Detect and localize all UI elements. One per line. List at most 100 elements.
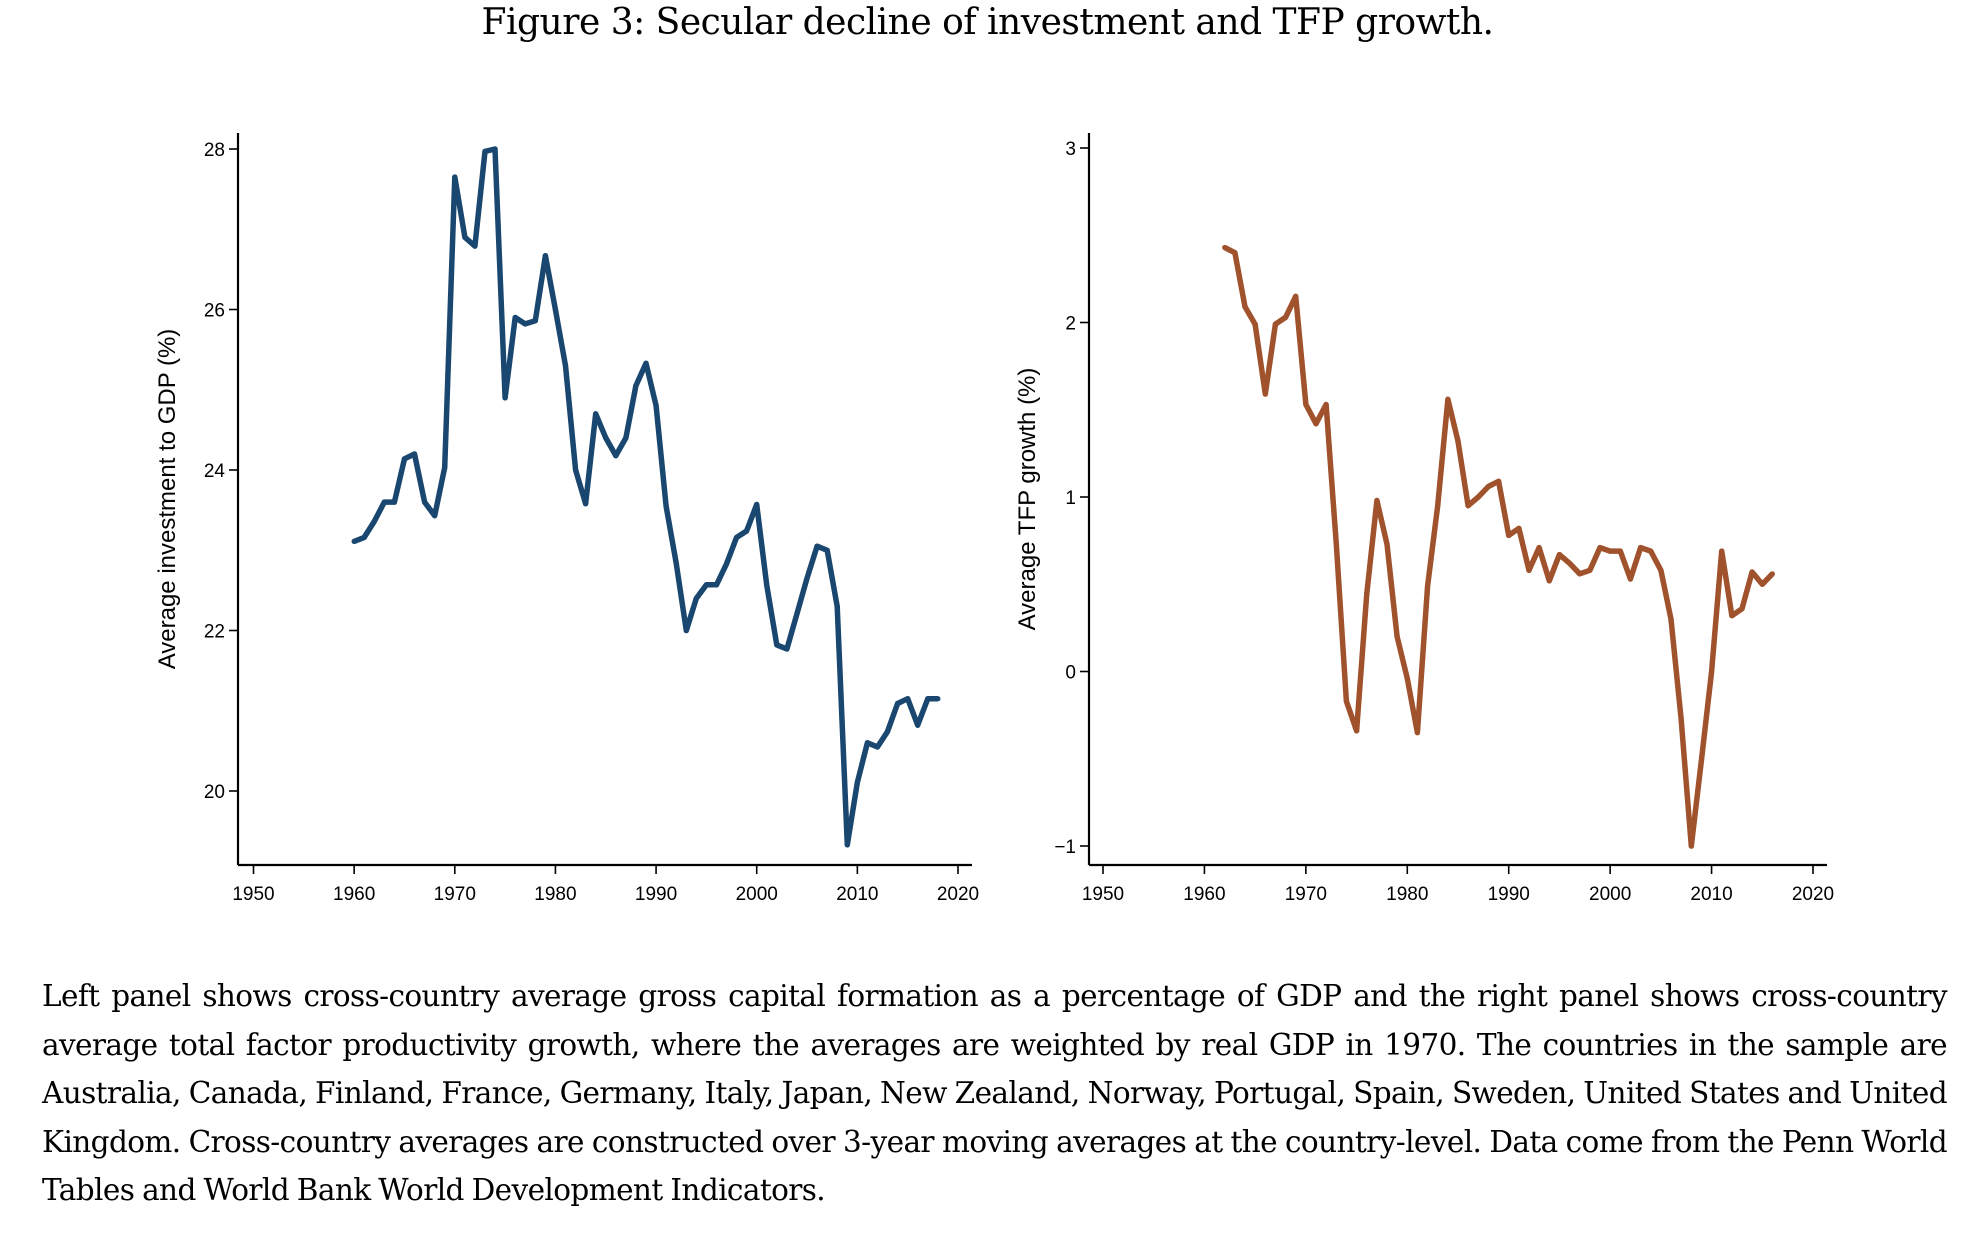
data-point-tfp (1283, 314, 1289, 320)
data-point-tfp (1222, 244, 1228, 251)
x-tick-label: 2010 (1690, 884, 1732, 905)
data-point-tfp (1252, 321, 1258, 327)
data-point-investment (573, 467, 579, 473)
data-point-investment (361, 534, 367, 541)
data-point-investment (411, 451, 418, 457)
data-point-tfp (1638, 545, 1644, 551)
data-point-investment (633, 383, 639, 389)
y-tick-label: 20 (204, 782, 225, 803)
x-tick-label: 1950 (232, 884, 274, 905)
data-point-investment (844, 842, 850, 848)
data-point-tfp (1719, 548, 1725, 554)
y-tick-label: 28 (204, 140, 225, 161)
data-point-tfp (1506, 532, 1512, 539)
data-point-tfp (1577, 571, 1583, 577)
x-tick-label: 1990 (1488, 884, 1530, 905)
data-point-investment (532, 318, 538, 324)
x-tick-label: 1970 (434, 884, 476, 905)
data-point-tfp (1546, 578, 1552, 584)
x-tick-label: 1970 (1285, 884, 1327, 905)
data-point-tfp (1607, 548, 1613, 554)
figure-charts: 1950 1960 1970 1980 1990 2000 2010 202020222426… (154, 133, 1834, 905)
data-point-tfp (1658, 567, 1664, 573)
data-point-investment (663, 503, 669, 509)
y-tick-label: 2 (1065, 314, 1076, 335)
data-point-tfp (1435, 503, 1441, 509)
data-point-investment (462, 234, 468, 240)
data-point-investment (703, 582, 710, 588)
data-point-investment (804, 575, 810, 581)
data-point-tfp (1465, 503, 1471, 509)
data-point-tfp (1232, 250, 1238, 256)
data-point-tfp (1526, 567, 1532, 573)
data-point-investment (432, 513, 438, 519)
data-point-investment (391, 499, 397, 505)
data-point-tfp (1323, 401, 1329, 408)
data-point-investment (381, 499, 387, 505)
data-point-investment (794, 611, 800, 617)
y-tick-label: 1 (1065, 488, 1076, 509)
data-point-tfp (1445, 396, 1451, 402)
data-point-investment (774, 642, 780, 648)
data-point-tfp (1597, 545, 1603, 551)
data-point-tfp (1374, 497, 1380, 504)
x-tick-label: 2000 (736, 884, 778, 905)
data-point-tfp (1688, 843, 1694, 849)
x-tick-label: 1960 (333, 884, 375, 905)
data-point-tfp (1749, 569, 1755, 575)
data-point-investment (613, 453, 619, 459)
data-point-tfp (1769, 571, 1775, 577)
data-point-tfp (1343, 698, 1349, 704)
data-point-investment (442, 465, 448, 471)
data-point-tfp (1567, 560, 1573, 566)
data-point-investment (754, 501, 760, 508)
data-point-tfp (1739, 606, 1745, 612)
data-point-tfp (1678, 716, 1684, 722)
x-tick-label: 2000 (1589, 884, 1631, 905)
data-point-investment (673, 560, 679, 566)
data-point-investment (814, 543, 820, 549)
y-tick-label: 0 (1065, 663, 1076, 684)
y-tick-label: 22 (204, 622, 225, 643)
data-point-investment (623, 435, 629, 441)
data-point-tfp (1709, 668, 1715, 675)
data-point-tfp (1648, 548, 1654, 554)
data-point-investment (905, 696, 911, 702)
data-point-investment (925, 696, 931, 702)
data-point-investment (864, 740, 871, 746)
data-point-investment (824, 547, 830, 553)
data-point-investment (784, 646, 790, 652)
x-tick-label: 1950 (1082, 884, 1124, 905)
figure-caption: Left panel shows cross-country average g… (42, 979, 1948, 1207)
data-point-investment (874, 744, 881, 750)
data-point-tfp (1425, 583, 1431, 589)
y-tick-label: 3 (1065, 139, 1076, 160)
x-tick-label: 2020 (1792, 884, 1834, 905)
x-tick-label: 1980 (534, 884, 576, 905)
data-point-investment (452, 174, 458, 180)
data-point-investment (693, 595, 699, 602)
data-point-investment (562, 363, 569, 369)
data-point-investment (522, 321, 528, 327)
y-axis-title: Average investment to GDP (%) (154, 329, 181, 670)
data-point-tfp (1364, 592, 1370, 598)
data-point-investment (351, 538, 357, 545)
data-point-tfp (1627, 576, 1633, 582)
data-point-tfp (1404, 675, 1410, 682)
left-panel-investment: 1950 1960 1970 1980 1990 2000 2010 202020222426… (154, 133, 979, 905)
series-line-investment (353, 146, 938, 848)
y-axis-title: Average TFP growth (%) (1014, 368, 1041, 631)
data-point-tfp (1759, 581, 1765, 587)
data-point-tfp (1617, 548, 1623, 554)
data-point-investment (643, 360, 649, 366)
data-point-tfp (1587, 567, 1593, 573)
data-point-tfp (1272, 321, 1278, 327)
x-tick-label: 1990 (635, 884, 677, 905)
data-point-investment (734, 534, 740, 541)
data-point-investment (713, 582, 720, 588)
right-panel-tfp: 1950 1960 1970 1980 1990 2000 2010 2020 −1 0 1 2 3 Av… (1014, 133, 1834, 905)
data-point-investment (542, 253, 549, 259)
x-tick-label: 1960 (1183, 884, 1225, 905)
data-point-tfp (1303, 401, 1309, 408)
data-point-tfp (1556, 552, 1562, 558)
